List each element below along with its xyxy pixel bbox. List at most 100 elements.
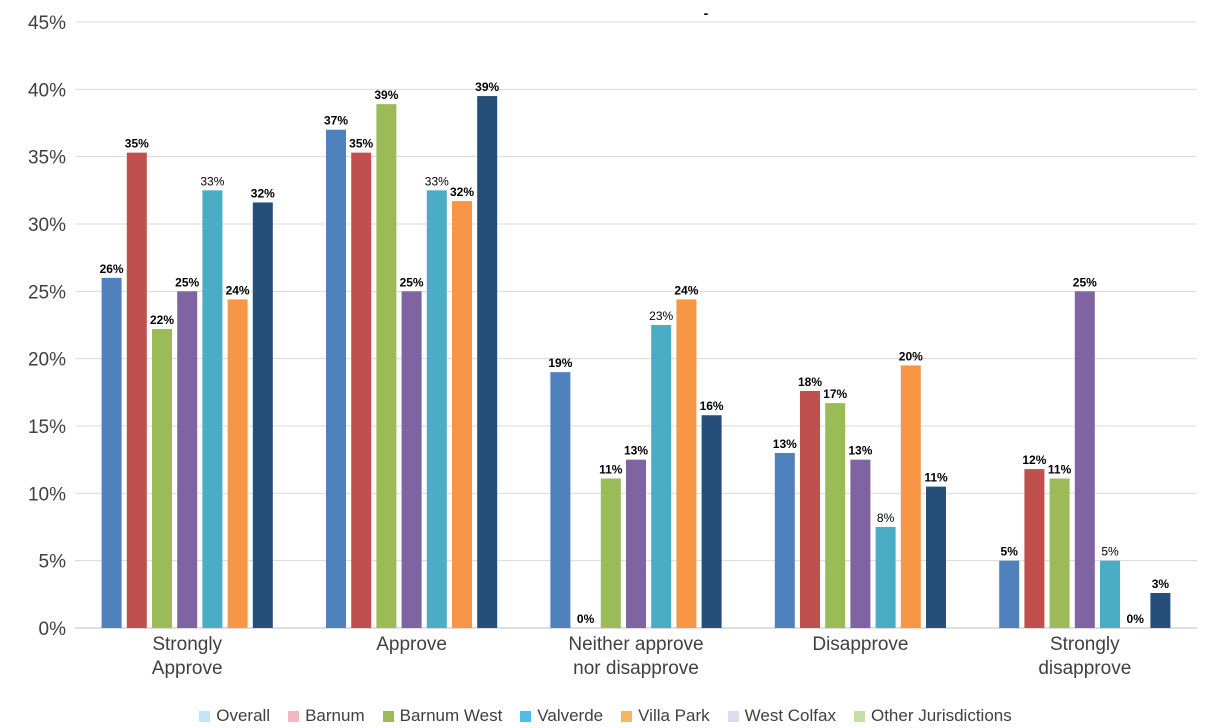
bar-value-label: 11% <box>1048 463 1072 477</box>
legend-item: West Colfax <box>727 706 836 726</box>
y-tick-label: 40% <box>28 80 66 101</box>
bar-value-label: 13% <box>773 437 797 451</box>
legend-label: Other Jurisdictions <box>870 706 1012 725</box>
bar <box>600 478 621 628</box>
bar-value-label: 23% <box>649 309 673 323</box>
bar-value-label: 20% <box>899 349 923 363</box>
legend-swatch <box>853 710 865 722</box>
bars <box>101 96 1171 629</box>
bar <box>227 299 248 628</box>
bar <box>550 372 571 628</box>
y-tick-label: 20% <box>28 350 66 371</box>
bar <box>1049 478 1070 628</box>
bar-value-label: 22% <box>150 313 174 327</box>
legend-item: Villa Park <box>621 706 710 726</box>
bar-value-label: 25% <box>400 275 424 289</box>
y-tick-label: 10% <box>28 484 66 505</box>
bar-value-label: 35% <box>125 137 149 151</box>
bar-value-label: 39% <box>475 80 499 94</box>
bar-value-label: 25% <box>1073 275 1097 289</box>
y-tick-label: 45% <box>28 13 66 34</box>
legend-swatch <box>621 710 633 722</box>
legend-swatch <box>727 710 739 722</box>
bar-value-label: 0% <box>577 612 595 626</box>
legend-swatch <box>199 710 211 722</box>
bar <box>676 299 697 628</box>
bar-value-label: 0% <box>1127 612 1145 626</box>
legend: Overall Barnum Barnum West Valverde Villa Pa… <box>0 704 1211 728</box>
legend-item: Overall <box>199 706 270 726</box>
bar <box>825 403 846 628</box>
legend-item: Valverde <box>520 706 603 726</box>
bar-value-label: 11% <box>599 463 623 477</box>
bar-value-label: 8% <box>877 511 895 525</box>
bar <box>126 152 147 629</box>
bar <box>1150 592 1171 628</box>
bar <box>152 329 172 628</box>
bar-value-label: 25% <box>175 275 199 289</box>
bar <box>875 527 896 628</box>
bar <box>900 365 921 628</box>
bar-value-label: 11% <box>924 471 948 485</box>
bar <box>177 291 198 628</box>
bar <box>351 152 372 629</box>
bar <box>926 486 946 628</box>
bar-value-label: 39% <box>374 88 398 102</box>
y-tick-label: 30% <box>28 215 66 236</box>
legend-label: Barnum <box>305 706 365 725</box>
bar-value-label: 5% <box>1101 545 1119 559</box>
bar-value-label: 19% <box>548 356 572 370</box>
bar <box>252 202 273 628</box>
legend-swatch <box>288 710 300 722</box>
bar-value-label: 32% <box>251 186 275 200</box>
bar <box>477 96 498 629</box>
bar <box>202 190 223 629</box>
bar-value-label: 33% <box>200 174 224 188</box>
bar <box>774 452 795 628</box>
bar <box>326 129 346 628</box>
bar <box>452 201 472 628</box>
legend-item: Barnum West <box>382 706 502 726</box>
x-tick-label: Neither approve <box>568 634 703 655</box>
legend-label: West Colfax <box>744 706 836 725</box>
bar <box>850 459 871 628</box>
data-labels: 26%35%22%25%33%24%32%37%35%39%25%33%32%3… <box>100 80 1170 626</box>
x-tick-label: Disapprove <box>812 634 908 655</box>
bar <box>701 415 722 628</box>
bar-value-label: 13% <box>848 444 872 458</box>
legend-swatch <box>520 710 532 722</box>
y-tick-label: 0% <box>39 619 67 640</box>
x-tick-label: nor disapprove <box>573 658 699 679</box>
x-tick-label: Approve <box>376 634 447 655</box>
legend-item: Other Jurisdictions <box>853 706 1012 726</box>
legend-swatch <box>382 710 394 722</box>
y-tick-label: 15% <box>28 417 66 438</box>
legend-label: Valverde <box>537 706 604 725</box>
x-tick-label: disapprove <box>1038 658 1131 679</box>
bar <box>1024 469 1045 628</box>
x-tick-label: Strongly <box>1050 634 1120 655</box>
bar <box>626 459 646 628</box>
bar-value-label: 32% <box>450 185 474 199</box>
bar <box>800 390 820 628</box>
y-tick-label: 25% <box>28 282 66 303</box>
bar <box>1100 560 1120 628</box>
bar-value-label: 37% <box>324 114 348 128</box>
bar <box>999 560 1020 628</box>
bar <box>426 190 447 629</box>
legend-label: Overall <box>216 706 271 725</box>
legend-label: Villa Park <box>638 706 710 725</box>
bar <box>376 104 397 628</box>
bar-value-label: 24% <box>674 283 698 297</box>
bar-value-label: 26% <box>100 262 124 276</box>
bar <box>651 325 672 628</box>
bar-value-label: 33% <box>425 174 449 188</box>
y-tick-label: 5% <box>39 552 67 573</box>
y-tick-label: 35% <box>28 148 66 169</box>
bar <box>401 291 422 628</box>
legend-item: Barnum <box>288 706 365 726</box>
bar-value-label: 17% <box>823 387 847 401</box>
bar-value-label: 16% <box>700 399 724 413</box>
chart-title: - <box>704 5 709 21</box>
bar-value-label: 13% <box>624 444 648 458</box>
